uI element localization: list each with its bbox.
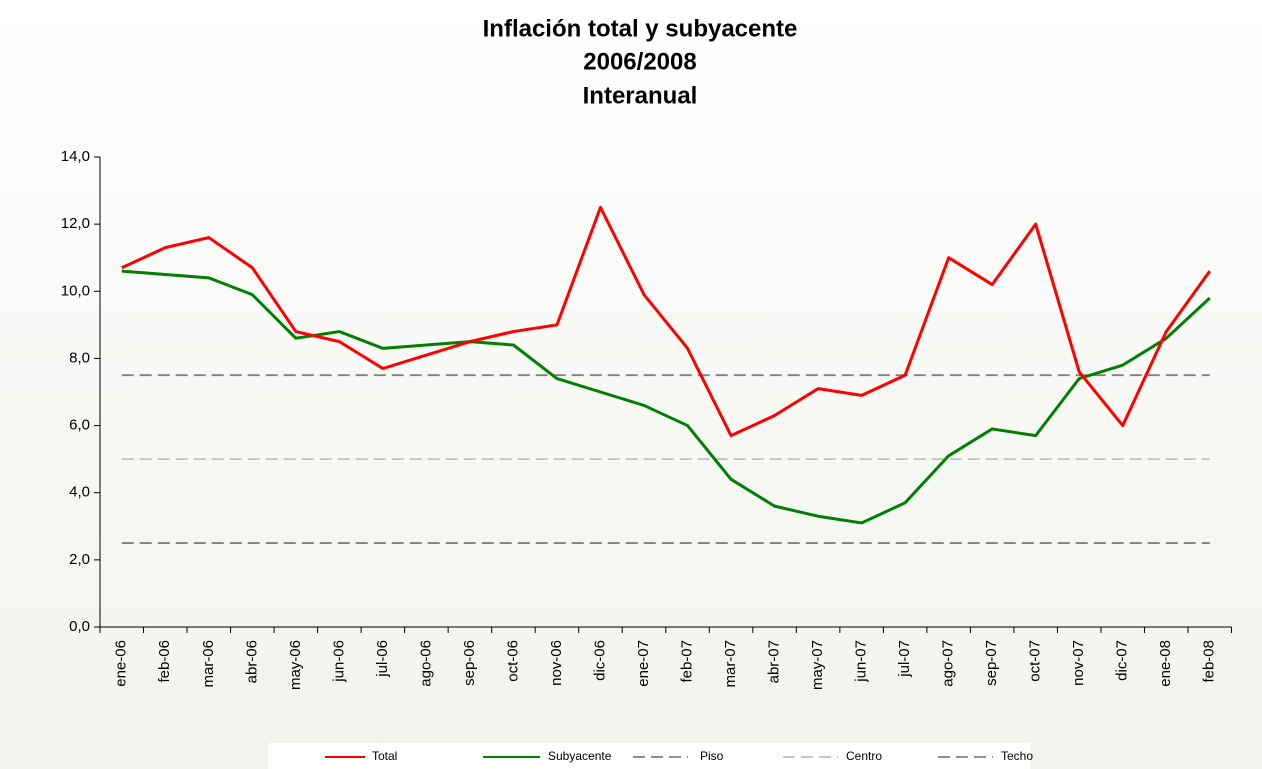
x-tick-label: jul-06: [374, 640, 391, 678]
chart-title: Inflación total y subyacente: [483, 15, 798, 42]
x-tick-label: mar-06: [200, 640, 217, 688]
y-tick-label: 0,0: [69, 618, 90, 635]
x-tick-label: jun-07: [853, 640, 870, 683]
legend-label: Total: [372, 749, 397, 763]
legend-label: Piso: [700, 749, 724, 763]
series-line: [121, 269, 1211, 525]
y-tick-label: 2,0: [69, 551, 90, 568]
y-tick-label: 14,0: [61, 148, 90, 165]
x-tick-label: oct-06: [504, 640, 521, 682]
x-tick-label: jul-07: [896, 640, 913, 678]
x-tick-label: sep-07: [983, 640, 1000, 686]
x-tick-label: feb-06: [156, 640, 173, 683]
chart-title: Interanual: [583, 82, 698, 109]
x-tick-label: feb-07: [678, 640, 695, 683]
x-tick-label: ago-07: [940, 640, 957, 687]
x-tick-label: jun-06: [330, 640, 347, 683]
x-tick-label: abr-07: [766, 640, 783, 683]
x-tick-label: ene-08: [1157, 640, 1174, 687]
x-tick-label: nov-07: [1070, 640, 1087, 686]
legend-label: Subyacente: [548, 749, 612, 763]
legend-box: [268, 743, 1030, 769]
x-tick-label: feb-08: [1201, 640, 1218, 683]
y-tick-label: 12,0: [61, 215, 90, 232]
x-tick-label: ago-06: [417, 640, 434, 687]
x-tick-label: oct-07: [1027, 640, 1044, 682]
x-tick-label: may-06: [287, 640, 304, 690]
x-tick-label: ene-06: [113, 640, 130, 687]
chart-title: 2006/2008: [583, 48, 696, 75]
x-tick-label: abr-06: [243, 640, 260, 683]
x-tick-label: ene-07: [635, 640, 652, 687]
y-tick-label: 4,0: [69, 484, 90, 501]
x-tick-label: nov-06: [548, 640, 565, 686]
legend-label: Techo: [1001, 749, 1033, 763]
x-tick-label: dic-07: [1114, 640, 1131, 681]
x-tick-label: mar-07: [722, 640, 739, 688]
y-tick-label: 10,0: [61, 282, 90, 299]
y-tick-label: 8,0: [69, 349, 90, 366]
x-tick-label: may-07: [809, 640, 826, 690]
x-tick-label: dic-06: [591, 640, 608, 681]
y-tick-label: 6,0: [69, 417, 90, 434]
x-tick-label: sep-06: [461, 640, 478, 686]
legend-label: Centro: [846, 749, 882, 763]
series-line: [121, 205, 1211, 438]
